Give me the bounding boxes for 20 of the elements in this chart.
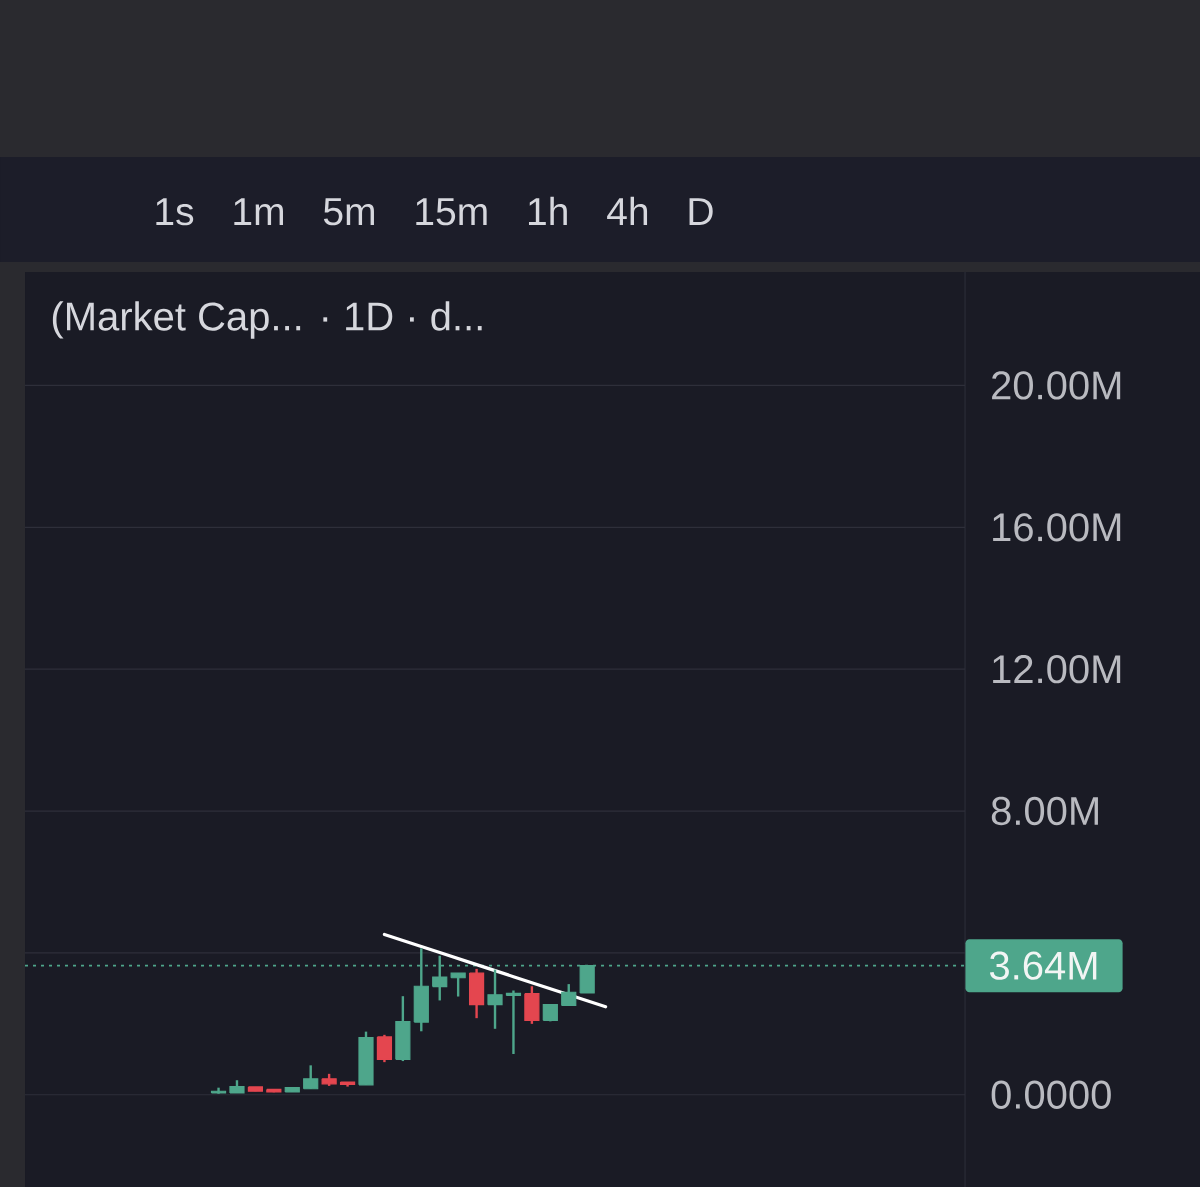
text: 5m [323, 198, 374, 226]
text: 1h [528, 196, 567, 225]
text: (Market Cap... · 1D · d... [52, 301, 482, 339]
y-tick-label: 8.00M [991, 796, 1098, 826]
candlestick [376, 1033, 393, 1064]
candlestick [487, 968, 503, 1030]
y-tick-label: 20.00M [992, 371, 1121, 400]
text: 1s [156, 198, 194, 226]
candlestick [561, 982, 577, 1007]
candlestick [303, 1064, 319, 1090]
y-tick-label: 0.0000 [991, 1080, 1111, 1109]
y-tick-label: 16.00M [993, 513, 1121, 542]
candlestick [505, 989, 522, 1056]
text: D [689, 198, 713, 225]
ref-line-label: 3.64M [989, 951, 1097, 980]
text: 15m [416, 198, 487, 226]
text: 4h [607, 196, 648, 225]
candlestick [450, 971, 466, 998]
text: 1m [234, 198, 283, 225]
y-tick-label: 12.00M [993, 655, 1121, 684]
